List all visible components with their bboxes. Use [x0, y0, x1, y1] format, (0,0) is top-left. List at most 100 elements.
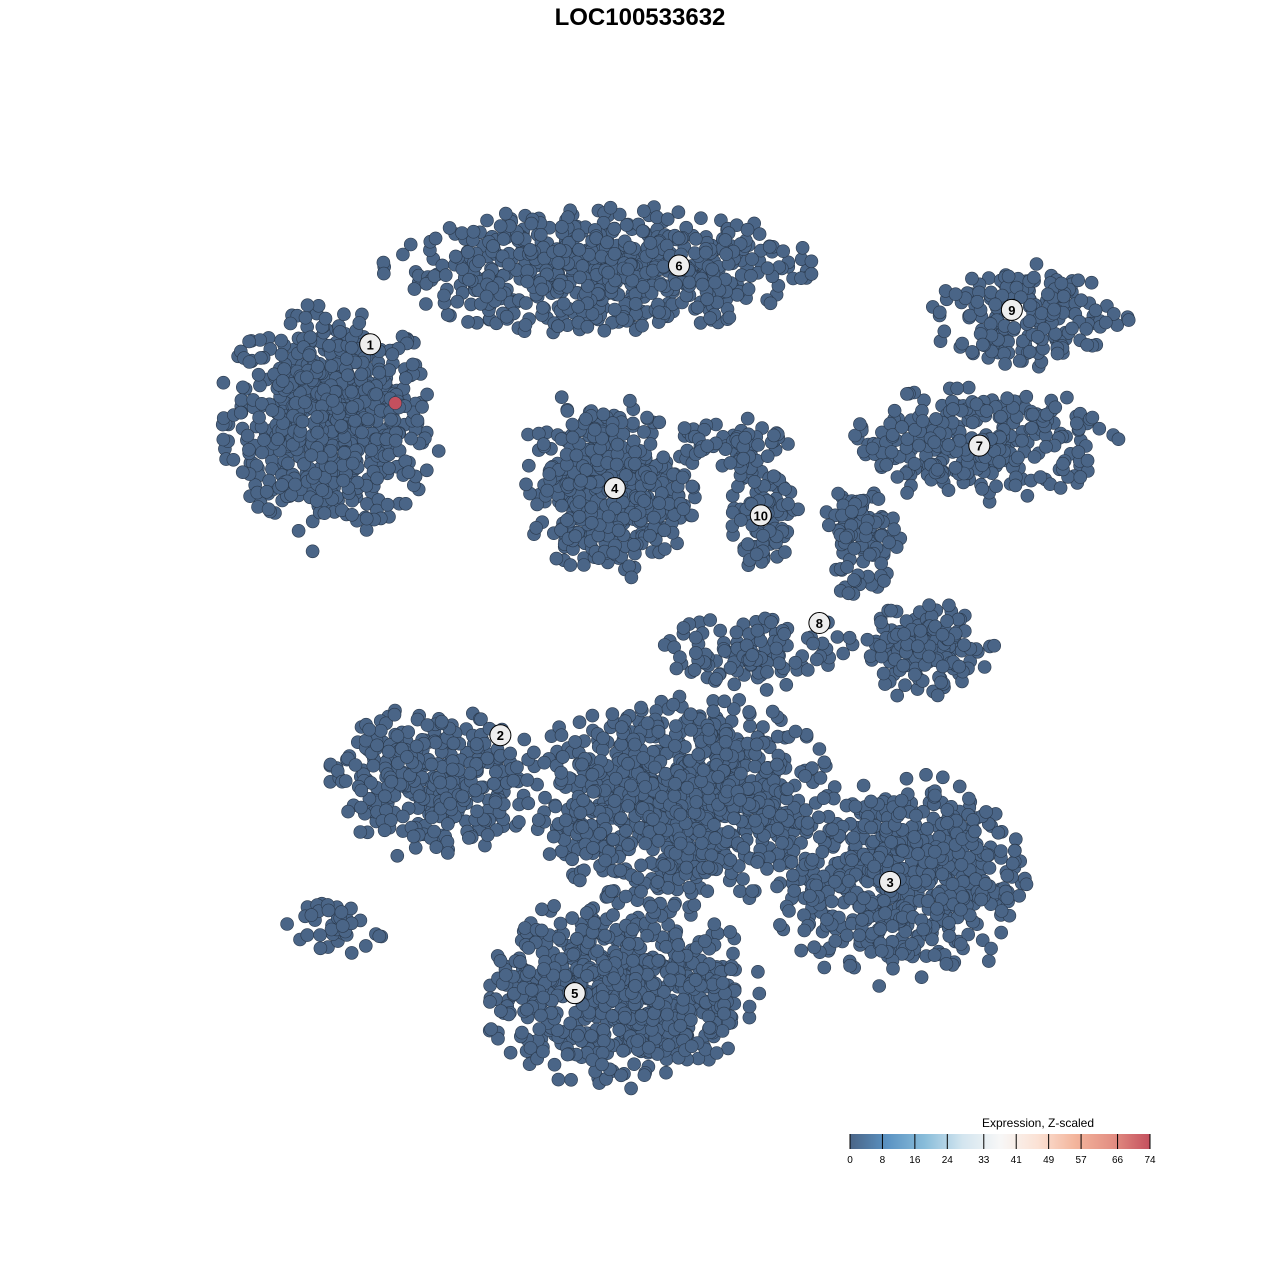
data-point	[440, 307, 455, 322]
data-point	[1070, 416, 1084, 431]
data-point	[385, 347, 400, 362]
data-point	[259, 484, 274, 499]
data-point	[627, 457, 642, 471]
data-point	[353, 825, 368, 839]
data-point	[606, 545, 621, 560]
data-point	[840, 560, 854, 574]
data-point	[651, 953, 666, 968]
data-point	[216, 432, 231, 447]
data-point	[991, 825, 1006, 840]
data-point	[614, 811, 628, 826]
data-point	[354, 783, 369, 798]
data-point	[593, 826, 608, 841]
data-point	[584, 515, 599, 530]
data-point	[953, 937, 968, 951]
data-point	[941, 916, 956, 930]
data-point	[890, 688, 905, 703]
data-point	[667, 898, 681, 913]
data-point	[684, 723, 698, 737]
data-point	[685, 479, 700, 494]
data-point	[607, 222, 622, 236]
data-point	[900, 387, 914, 401]
data-point	[939, 957, 954, 971]
data-point	[701, 722, 716, 737]
data-point	[428, 735, 443, 750]
data-point	[773, 918, 787, 932]
data-point	[401, 465, 416, 480]
data-point	[407, 282, 422, 296]
data-point	[341, 804, 355, 819]
data-point	[554, 728, 569, 743]
data-point	[366, 758, 381, 773]
data-point	[554, 390, 569, 405]
data-point	[300, 298, 315, 313]
data-point	[910, 639, 925, 654]
data-point	[558, 813, 573, 828]
data-point	[913, 623, 928, 638]
data-point	[552, 243, 567, 257]
data-point	[572, 509, 587, 524]
data-point	[345, 507, 359, 522]
data-point	[404, 431, 418, 446]
data-point	[715, 1024, 730, 1038]
data-point	[427, 824, 441, 839]
data-point	[667, 789, 682, 803]
data-point	[377, 823, 392, 838]
data-point	[883, 416, 898, 431]
data-point	[928, 788, 942, 803]
data-point	[551, 319, 565, 334]
data-point	[570, 931, 584, 946]
data-point	[770, 822, 785, 836]
data-point	[642, 528, 657, 543]
data-point	[1092, 421, 1107, 436]
data-point	[977, 660, 992, 674]
data-point	[437, 288, 451, 303]
data-point	[718, 233, 733, 247]
data-point	[679, 860, 694, 875]
data-point	[700, 292, 715, 307]
data-point	[952, 779, 967, 794]
data-point	[575, 820, 590, 834]
data-point	[770, 757, 784, 772]
data-point	[848, 799, 863, 814]
data-point	[940, 816, 954, 830]
data-point	[555, 750, 570, 764]
data-point	[529, 520, 544, 535]
data-point	[935, 867, 950, 882]
data-point	[974, 892, 989, 907]
data-point	[333, 325, 347, 339]
data-point	[298, 310, 313, 325]
data-point	[952, 659, 967, 674]
data-point	[867, 859, 882, 874]
data-point	[565, 430, 580, 445]
data-point	[612, 1023, 627, 1037]
data-point	[487, 776, 501, 791]
data-point	[640, 716, 655, 730]
data-point	[877, 574, 891, 588]
data-point	[521, 458, 536, 473]
data-point	[600, 235, 614, 250]
data-point	[340, 368, 355, 383]
data-point	[626, 953, 640, 968]
data-point	[637, 1068, 652, 1082]
data-point	[252, 410, 266, 425]
data-point	[961, 380, 976, 395]
data-point	[587, 916, 602, 930]
data-point	[879, 458, 894, 472]
data-point	[524, 216, 539, 231]
data-point	[708, 831, 723, 846]
data-point	[624, 570, 639, 585]
data-point	[522, 964, 537, 979]
data-point	[708, 275, 722, 290]
data-point	[642, 991, 656, 1005]
data-point	[337, 307, 351, 322]
data-point	[765, 704, 780, 719]
data-point	[772, 858, 787, 873]
data-point	[310, 359, 325, 374]
data-point	[820, 912, 834, 927]
data-point	[817, 755, 832, 770]
data-point	[748, 759, 762, 774]
data-point	[605, 1009, 620, 1023]
data-point	[242, 355, 257, 369]
data-point	[638, 780, 653, 794]
